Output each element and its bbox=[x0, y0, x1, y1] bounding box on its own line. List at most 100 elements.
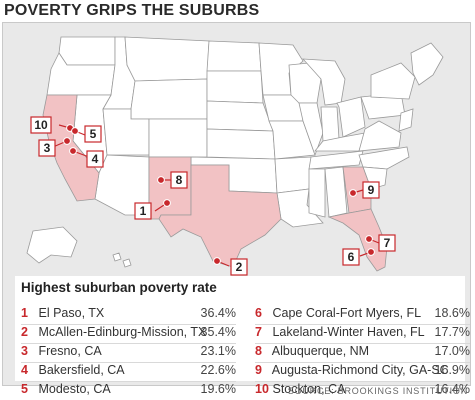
legend-rank: 8 bbox=[255, 344, 262, 358]
legend-rate: 18.6% bbox=[434, 306, 470, 320]
marker-5: 5 bbox=[84, 125, 102, 143]
legend-row: 7 Lakeland-Winter Haven, FL 17.7% bbox=[255, 325, 470, 344]
legend-row: 8 Albuquerque, NM 17.0% bbox=[255, 344, 470, 363]
marker-4: 4 bbox=[86, 150, 104, 168]
legend-rate: 36.4% bbox=[200, 306, 236, 320]
legend-row: 9 Augusta-Richmond City, GA-SC 16.9% bbox=[255, 363, 470, 382]
legend-rate: 22.6% bbox=[200, 363, 236, 377]
state-tn bbox=[308, 150, 364, 170]
state-nd bbox=[206, 40, 262, 72]
state-oh bbox=[336, 96, 366, 138]
state-in bbox=[320, 106, 340, 142]
legend-rank: 9 bbox=[255, 363, 262, 377]
source-credit: SOURCE: BROOKINGS INSTITUTION bbox=[287, 386, 468, 396]
legend-row: 4 Bakersfield, CA 22.6% bbox=[21, 363, 236, 382]
marker-7: 7 bbox=[378, 234, 396, 252]
state-ks bbox=[206, 128, 276, 160]
state-ga bbox=[342, 166, 372, 214]
marker-dot-5 bbox=[71, 127, 79, 135]
legend-metro: Bakersfield, CA bbox=[38, 363, 125, 377]
state-ny bbox=[370, 62, 416, 100]
state-ar bbox=[274, 156, 312, 194]
chart-title: POVERTY GRIPS THE SUBURBS bbox=[4, 2, 260, 19]
svg-text:2: 2 bbox=[236, 260, 243, 274]
marker-dot-9 bbox=[349, 189, 357, 197]
marker-dot-1 bbox=[163, 199, 171, 207]
state-new-england bbox=[410, 42, 444, 86]
svg-text:3: 3 bbox=[44, 141, 51, 155]
svg-text:4: 4 bbox=[92, 152, 99, 166]
state-sd bbox=[206, 70, 264, 104]
marker-dot-8 bbox=[157, 176, 165, 184]
legend-metro: El Paso, TX bbox=[38, 306, 105, 320]
us-map: 10 5 3 4 1 2 8 bbox=[26, 36, 444, 276]
legend-title: Highest suburban poverty rate bbox=[21, 280, 217, 295]
state-wy bbox=[130, 78, 208, 120]
marker-8: 8 bbox=[170, 171, 188, 189]
legend-row: 3 Fresno, CA 23.1% bbox=[21, 344, 236, 363]
marker-dot-3 bbox=[63, 137, 71, 145]
legend-metro: Cape Coral-Fort Myers, FL bbox=[272, 306, 422, 320]
state-mt bbox=[124, 36, 210, 82]
map-frame: 10 5 3 4 1 2 8 bbox=[2, 22, 471, 396]
svg-text:10: 10 bbox=[34, 118, 48, 132]
legend-metro: Lakeland-Winter Haven, FL bbox=[272, 325, 425, 339]
marker-labels: 10 5 3 4 1 2 8 bbox=[30, 116, 396, 276]
marker-6: 6 bbox=[342, 248, 360, 266]
state-nc bbox=[358, 146, 410, 170]
svg-text:7: 7 bbox=[384, 236, 391, 250]
state-ak bbox=[26, 226, 78, 264]
legend-row: 6 Cape Coral-Fort Myers, FL 18.6% bbox=[255, 306, 470, 325]
marker-dot-6 bbox=[367, 248, 375, 256]
legend-rate: 17.7% bbox=[434, 325, 470, 339]
legend-metro: Modesto, CA bbox=[38, 382, 111, 396]
legend-row: 10 Stockton, CA 16.4% bbox=[255, 382, 470, 400]
state-ms bbox=[308, 168, 326, 218]
legend-column-right: 6 Cape Coral-Fort Myers, FL 18.6% 7 Lake… bbox=[255, 306, 470, 400]
svg-text:1: 1 bbox=[140, 204, 147, 218]
legend-row: 1 El Paso, TX 36.4% bbox=[21, 306, 236, 325]
legend-rank: 3 bbox=[21, 344, 28, 358]
marker-3: 3 bbox=[38, 139, 56, 157]
legend-rank: 6 bbox=[255, 306, 262, 320]
legend-row: 2 McAllen-Edinburg-Mission, TX 35.4% bbox=[21, 325, 236, 344]
svg-text:6: 6 bbox=[348, 250, 355, 264]
legend-metro: Augusta-Richmond City, GA-SC bbox=[271, 363, 449, 377]
marker-dot-7 bbox=[365, 235, 373, 243]
legend-rate: 16.9% bbox=[434, 363, 470, 377]
marker-10: 10 bbox=[30, 116, 52, 134]
marker-1: 1 bbox=[134, 202, 152, 220]
legend-rate: 19.6% bbox=[200, 382, 236, 396]
state-nj-md bbox=[398, 108, 414, 132]
legend-column-left: 1 El Paso, TX 36.4% 2 McAllen-Edinburg-M… bbox=[21, 306, 236, 400]
marker-dot-2 bbox=[213, 257, 221, 265]
legend-metro: Stockton, CA bbox=[272, 382, 346, 396]
legend-rank: 1 bbox=[21, 306, 28, 320]
marker-dot-4 bbox=[69, 147, 77, 155]
marker-dots bbox=[63, 124, 375, 265]
legend-metro: Albuquerque, NM bbox=[271, 344, 370, 358]
legend-rank: 4 bbox=[21, 363, 28, 377]
state-va bbox=[358, 120, 402, 152]
state-ky bbox=[314, 132, 366, 152]
state-co bbox=[148, 118, 208, 158]
marker-2: 2 bbox=[230, 258, 248, 276]
state-wa bbox=[58, 36, 116, 66]
legend-rank: 7 bbox=[255, 325, 262, 339]
legend-rank: 5 bbox=[21, 382, 28, 396]
state-hi bbox=[112, 252, 132, 268]
legend-row: 5 Modesto, CA 19.6% bbox=[21, 382, 236, 400]
svg-text:5: 5 bbox=[90, 127, 97, 141]
us-states bbox=[46, 36, 444, 228]
legend-rate: 23.1% bbox=[200, 344, 236, 358]
legend-rank: 2 bbox=[21, 325, 28, 339]
svg-text:9: 9 bbox=[368, 183, 375, 197]
legend-rate: 17.0% bbox=[434, 344, 470, 358]
legend-rate: 16.4% bbox=[434, 382, 470, 396]
svg-text:8: 8 bbox=[176, 173, 183, 187]
marker-9: 9 bbox=[362, 181, 380, 199]
legend-rate: 35.4% bbox=[200, 325, 236, 339]
state-mo bbox=[268, 120, 316, 160]
legend-rank: 10 bbox=[255, 382, 269, 396]
state-il bbox=[298, 102, 324, 157]
